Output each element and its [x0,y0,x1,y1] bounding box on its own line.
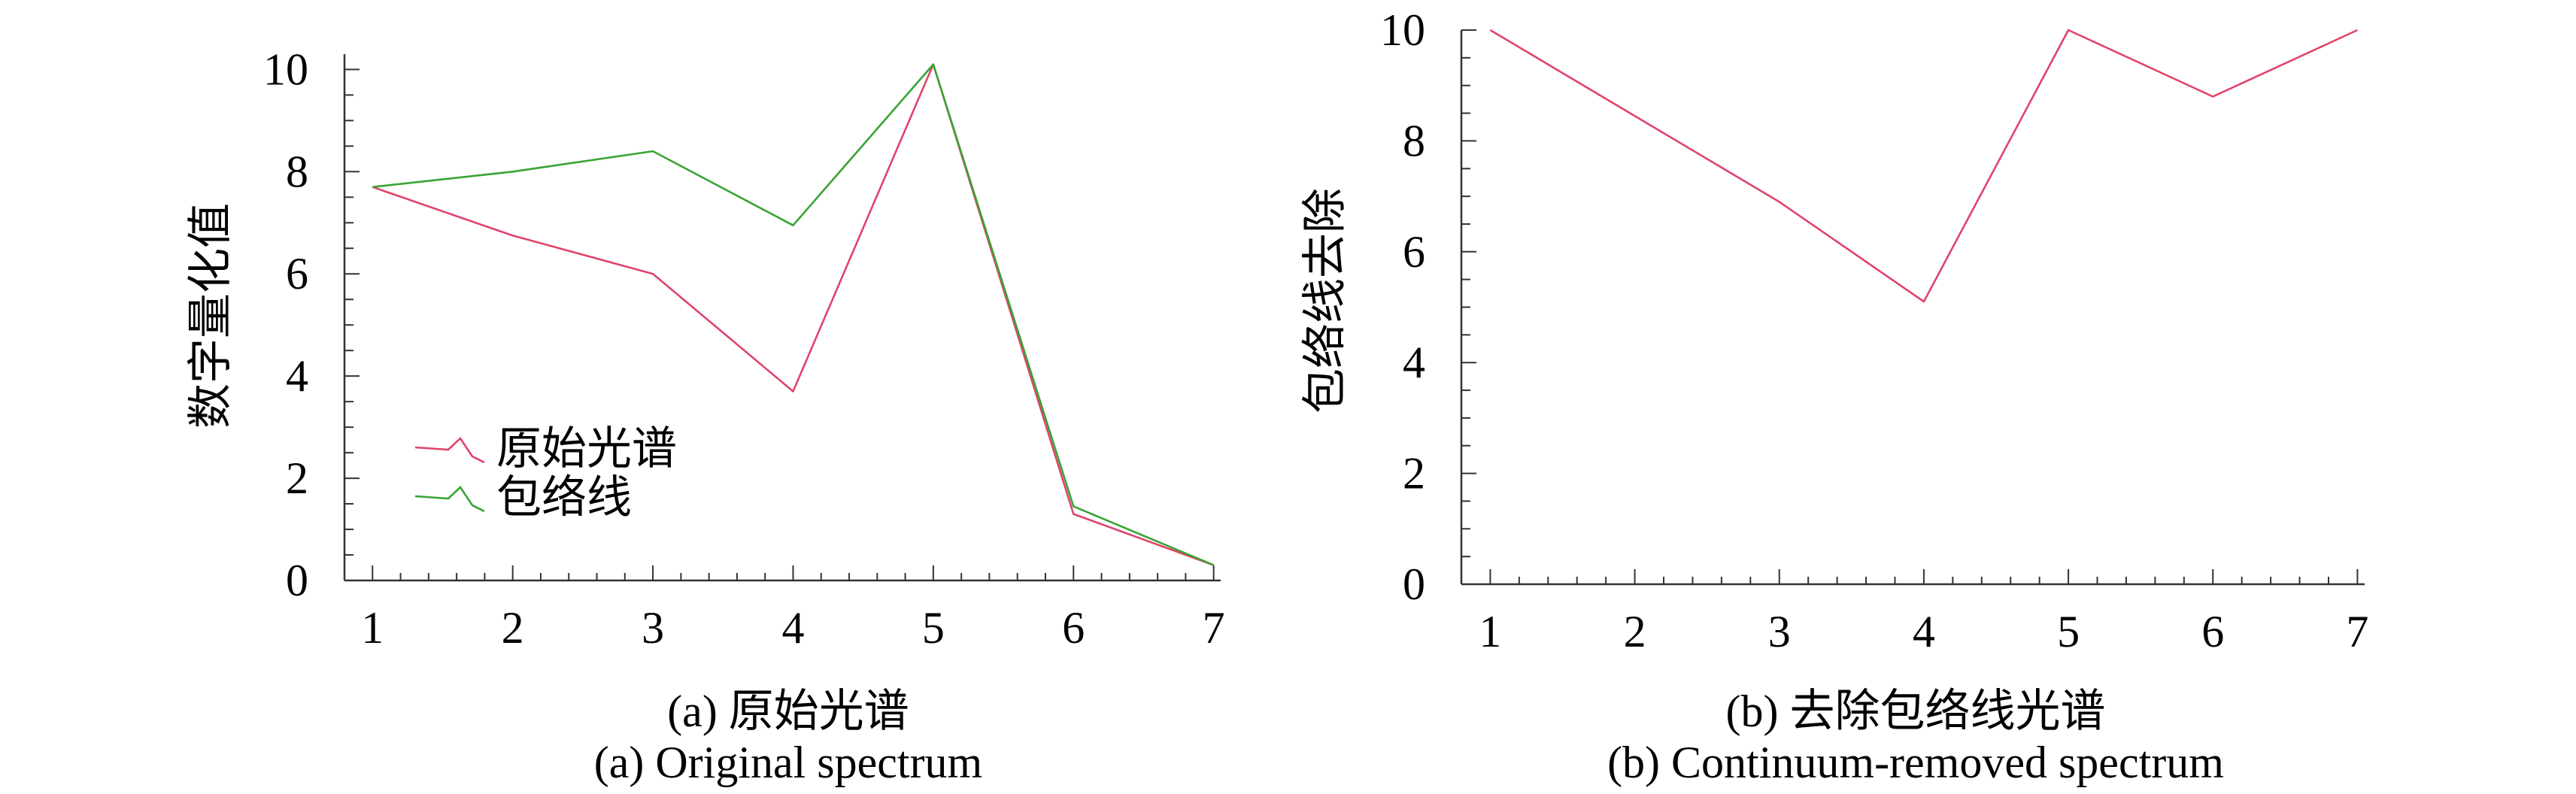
legend-label-0: 原始光谱 [496,424,677,474]
x-tick-label: 4 [781,603,804,653]
x-tick-label: 2 [1624,607,1646,656]
x-tick-label: 7 [1203,603,1225,653]
y-tick-label: 8 [286,147,308,196]
series-line-a-0 [372,63,1215,566]
y-tick-label: 0 [286,556,308,605]
y-tick-label: 0 [1403,559,1425,609]
x-tick-label: 3 [1768,607,1791,656]
caption-cn-a: (a) 原始光谱 [667,686,909,736]
x-tick-label: 1 [1479,607,1501,656]
series-line-a-1 [372,63,1215,566]
legend-swatch-0 [414,437,485,464]
y-tick-label: 10 [263,44,308,94]
y-tick-label: 2 [286,453,308,503]
x-tick-label: 3 [642,603,664,653]
x-tick-label: 5 [2057,607,2080,656]
series-line-b-0 [1489,29,2358,303]
y-tick-label: 4 [286,351,308,401]
y-tick-label: 2 [1403,449,1425,499]
x-tick-label: 2 [502,603,524,653]
y-tick-label: 6 [1403,227,1425,277]
y-axis-label-a: 数字量化值 [186,203,235,429]
y-tick-label: 4 [1403,338,1425,387]
caption-cn-b: (b) 去除包络线光谱 [1726,686,2106,736]
x-tick-label: 6 [2201,607,2224,656]
y-tick-label: 8 [1403,116,1425,165]
x-tick-label: 5 [922,603,945,653]
x-tick-label: 6 [1062,603,1085,653]
x-tick-label: 4 [1913,607,1935,656]
y-tick-label: 6 [286,249,308,299]
series-group-b [1489,29,2358,303]
y-axis-label-b: 包络线去除 [1300,188,1350,414]
x-tick-label: 7 [2346,607,2368,656]
legend-swatch-1 [414,486,485,513]
caption-en-b: (b) Continuum-removed spectrum [1607,738,2224,787]
series-group-a [372,63,1215,566]
legend-label-1: 包络线 [496,473,632,523]
x-tick-label: 1 [361,603,384,653]
caption-en-a: (a) Original spectrum [594,738,982,787]
y-tick-label: 10 [1380,5,1425,55]
